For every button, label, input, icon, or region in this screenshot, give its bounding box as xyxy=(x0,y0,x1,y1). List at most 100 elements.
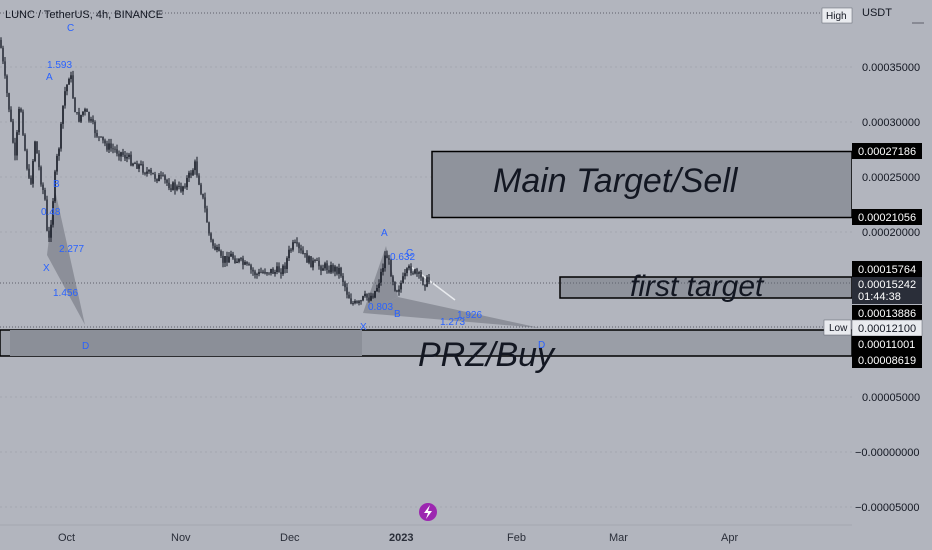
candle-body xyxy=(218,247,220,251)
candle-body xyxy=(360,300,362,302)
candle-body xyxy=(130,154,132,166)
prz-buy-label: PRZ/Buy xyxy=(418,336,556,374)
candle-body xyxy=(160,174,162,176)
candle-body xyxy=(68,79,70,85)
candle-body xyxy=(138,164,140,169)
currency-label: USDT xyxy=(862,7,892,19)
candle-body xyxy=(276,266,278,272)
candle-body xyxy=(234,258,236,263)
candle-body xyxy=(328,270,330,273)
candle-body xyxy=(148,170,150,172)
candle-body xyxy=(264,271,266,274)
candle-body xyxy=(322,268,324,271)
low-price-text: 0.00012100 xyxy=(858,323,916,335)
candle-body xyxy=(32,161,34,184)
candle-body xyxy=(106,143,108,150)
candle-body xyxy=(90,119,92,121)
candle-body xyxy=(240,258,242,260)
candle-body xyxy=(408,265,410,269)
wave-label: 1.456 xyxy=(53,288,78,299)
candle-body xyxy=(392,276,394,282)
candle-body xyxy=(210,233,212,240)
candle-body xyxy=(414,269,416,274)
candle-body xyxy=(282,265,284,274)
wave-label: X xyxy=(360,322,367,333)
candle-body xyxy=(340,267,342,276)
price-tag-text: 0.00021056 xyxy=(858,212,916,224)
candle-body xyxy=(238,258,240,262)
candle-body xyxy=(338,267,340,274)
candle-body xyxy=(278,266,280,273)
candle-body xyxy=(58,148,60,156)
candle-body xyxy=(202,193,204,198)
candle-body xyxy=(76,112,78,113)
pattern-triangle xyxy=(47,190,85,325)
event-marker[interactable] xyxy=(419,503,437,521)
symbol-title[interactable]: LUNC / TetherUS, 4h, BINANCE xyxy=(5,9,163,21)
candle-body xyxy=(300,248,302,251)
candle-body xyxy=(226,256,228,263)
candle-body xyxy=(216,247,218,250)
wave-label: 2.277 xyxy=(59,244,84,255)
candle-body xyxy=(286,258,288,269)
time-axis[interactable]: Oct Nov Dec 2023 Feb Mar Apr xyxy=(0,524,852,544)
wave-label: C xyxy=(67,23,74,34)
wave-label: 1.273 xyxy=(440,317,465,328)
y-tick: −0.00005000 xyxy=(855,502,920,514)
candle-body xyxy=(208,222,210,234)
candle-body xyxy=(118,153,120,157)
price-tag xyxy=(852,143,922,159)
candle-body xyxy=(182,186,184,192)
main-target-zone[interactable] xyxy=(431,150,853,219)
candle-body xyxy=(302,250,304,254)
candle-body xyxy=(194,161,196,171)
candle-body xyxy=(114,148,116,150)
candle-body xyxy=(20,108,22,112)
candle-body xyxy=(16,132,18,156)
candle-body xyxy=(292,242,294,250)
candle-body xyxy=(144,172,146,174)
candle-body xyxy=(4,61,6,76)
candle-body xyxy=(330,265,332,273)
candle-body xyxy=(350,298,352,304)
candle-body xyxy=(344,282,346,288)
wave-label: D xyxy=(82,341,89,352)
candle-body xyxy=(230,253,232,257)
candle-body xyxy=(22,111,24,135)
candle-body xyxy=(386,255,388,259)
candle-body xyxy=(122,152,124,155)
candle-body xyxy=(150,170,152,173)
candlestick-series[interactable] xyxy=(0,37,430,306)
candle-body xyxy=(126,157,128,159)
candle-body xyxy=(102,136,104,141)
high-badge-text: High xyxy=(826,11,847,22)
candle-body xyxy=(86,109,88,112)
candle-body xyxy=(34,141,36,161)
candle-body xyxy=(244,261,246,265)
price-axis[interactable]: USDT 0.00035000 0.00030000 0.00025000 0.… xyxy=(851,0,932,525)
candle-body xyxy=(136,163,138,169)
last-price-tag xyxy=(852,277,922,304)
lightning-icon xyxy=(424,505,432,519)
x-tick: Nov xyxy=(171,532,191,544)
candle-body xyxy=(246,261,248,264)
candle-body xyxy=(296,242,298,244)
candle-body xyxy=(186,177,188,188)
candle-body xyxy=(168,182,170,189)
candle-body xyxy=(316,260,318,261)
wave-label: X xyxy=(43,263,50,274)
candle-body xyxy=(372,295,374,298)
candle-body xyxy=(370,295,372,301)
candle-body xyxy=(380,271,382,283)
x-tick: Oct xyxy=(58,532,75,544)
candle-body xyxy=(348,294,350,299)
candle-body xyxy=(342,275,344,282)
candle-body xyxy=(280,272,282,274)
price-tag xyxy=(852,261,922,277)
candle-body xyxy=(66,84,68,92)
candle-body xyxy=(212,239,214,246)
candle-body xyxy=(40,167,42,185)
candle-body xyxy=(110,143,112,149)
